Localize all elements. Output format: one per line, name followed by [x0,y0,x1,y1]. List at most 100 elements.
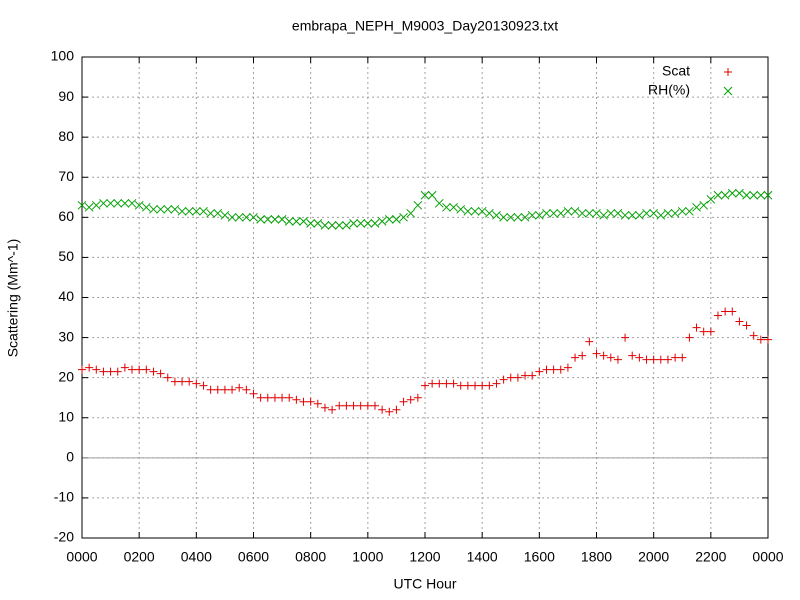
point [442,202,451,212]
point [527,210,537,220]
point [542,365,551,374]
y-tick-label: 80 [58,128,74,144]
point [456,204,466,214]
point [763,190,773,200]
point [499,212,508,222]
point [556,365,565,374]
point [420,190,430,200]
point [270,393,279,402]
point [727,188,737,198]
point [370,401,379,410]
point [749,190,759,200]
x-tick-label: 2200 [695,549,726,565]
point [199,381,208,390]
point [649,208,659,218]
point [756,190,766,200]
point [706,327,715,336]
point [306,397,315,406]
point [377,216,387,226]
point [556,208,566,218]
point [685,206,694,216]
point [99,367,108,376]
x-tick-label: 1000 [352,549,383,565]
point [506,212,516,222]
point [292,395,301,404]
point [463,206,473,216]
point [620,210,630,220]
point [764,335,772,344]
point [328,405,337,414]
point [278,393,287,402]
point [442,379,451,388]
x-tick-label: 2000 [638,549,669,565]
point [213,385,222,394]
x-tick-label: 1600 [524,549,555,565]
legend-label: RH(%) [648,82,690,98]
point [399,212,408,222]
y-tick-label: 10 [58,408,74,424]
point [642,355,651,364]
point [434,198,444,208]
point [299,397,308,406]
point [428,379,437,388]
point [127,198,137,208]
point [470,206,480,216]
point [113,367,122,376]
point [356,218,366,228]
point [134,200,144,210]
point [306,218,316,228]
y-tick-label: 100 [51,48,75,64]
point [478,381,487,390]
point [206,208,215,218]
point [120,363,129,372]
x-tick-label: 0000 [752,549,783,565]
point [699,200,709,210]
point [513,212,523,222]
point [742,190,751,200]
point [185,377,194,386]
point [277,214,287,224]
point [220,385,229,394]
point [427,190,437,200]
point [563,363,572,372]
plot-frame [81,56,769,539]
point [120,198,130,208]
point [628,351,637,360]
point [549,365,558,374]
point [499,375,508,384]
point [713,190,723,200]
point [720,190,730,200]
point [621,333,630,342]
point [535,367,544,376]
point [263,214,273,224]
point [342,401,351,410]
point [592,349,601,358]
point [692,323,701,332]
point [235,383,244,392]
point [742,321,751,330]
point [349,401,358,410]
point [485,381,494,390]
point [392,405,401,414]
point [477,206,487,216]
y-tick-label: 60 [58,208,74,224]
x-tick-label: 1200 [409,549,440,565]
point [392,214,401,224]
point [292,216,301,226]
point [106,367,115,376]
point [670,208,680,218]
point [506,373,515,382]
point [141,202,151,212]
x-tick-label: 1800 [581,549,612,565]
point [449,202,458,212]
point [320,403,329,412]
point [656,355,665,364]
point [242,212,251,222]
point [220,210,230,220]
point [585,337,594,346]
point [320,220,330,230]
point [285,393,294,402]
point [735,317,744,326]
y-axis-label: Scattering (Mm^-1) [5,239,21,358]
